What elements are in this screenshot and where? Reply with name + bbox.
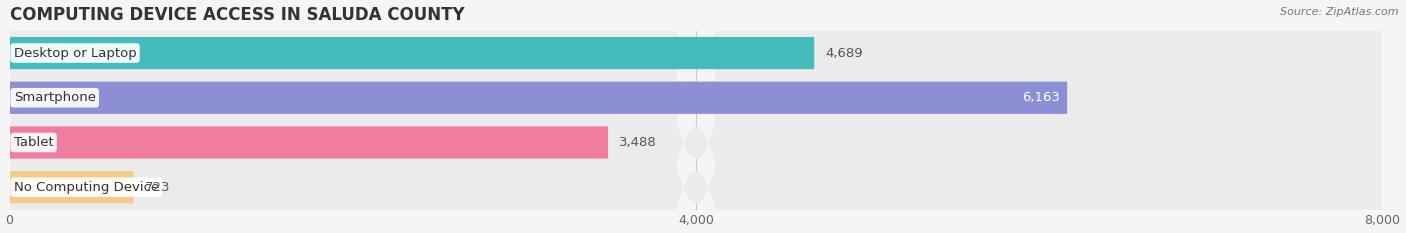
Text: No Computing Device: No Computing Device <box>14 181 159 194</box>
FancyBboxPatch shape <box>10 0 1382 233</box>
FancyBboxPatch shape <box>10 0 1382 233</box>
Text: Smartphone: Smartphone <box>14 91 96 104</box>
Text: 6,163: 6,163 <box>1022 91 1060 104</box>
Text: 4,689: 4,689 <box>825 47 863 59</box>
FancyBboxPatch shape <box>10 126 609 159</box>
Text: 723: 723 <box>145 181 170 194</box>
Text: Source: ZipAtlas.com: Source: ZipAtlas.com <box>1281 7 1399 17</box>
FancyBboxPatch shape <box>10 0 1382 233</box>
FancyBboxPatch shape <box>10 171 134 203</box>
Text: Tablet: Tablet <box>14 136 53 149</box>
Text: Desktop or Laptop: Desktop or Laptop <box>14 47 136 59</box>
Text: 3,488: 3,488 <box>619 136 657 149</box>
Text: COMPUTING DEVICE ACCESS IN SALUDA COUNTY: COMPUTING DEVICE ACCESS IN SALUDA COUNTY <box>10 6 464 24</box>
FancyBboxPatch shape <box>10 82 1067 114</box>
FancyBboxPatch shape <box>10 0 1382 233</box>
FancyBboxPatch shape <box>10 37 814 69</box>
